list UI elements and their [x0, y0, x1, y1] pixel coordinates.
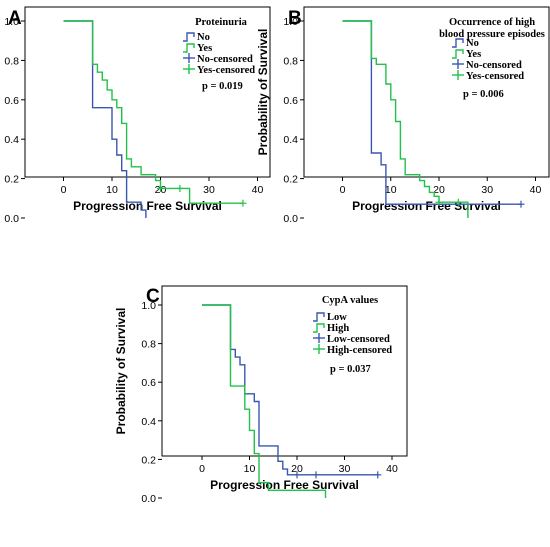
legend-swatch-step: [313, 312, 325, 322]
y-tick-label: 1.0: [283, 16, 298, 28]
y-tick-label: 0.0: [141, 493, 156, 505]
x-tick-label: 30: [203, 184, 215, 196]
p-value: p = 0.006: [463, 89, 504, 100]
legend-title: Occurrence of high: [449, 17, 535, 28]
survival-curve-low: [202, 304, 378, 476]
x-tick-label: 10: [106, 184, 118, 196]
y-tick-label: 0.6: [141, 377, 156, 389]
legend-swatch-step: [452, 38, 464, 48]
panel-b: B 0 10 20 30 40 0.0 0.2 0.4 0.6 0.8 1.0 Progression …: [256, 6, 550, 225]
x-axis-title: Progression Free Survival: [352, 199, 501, 213]
panel-a: A0 10 20 30 400.00.20.40.60.81.0Progression …: [4, 6, 271, 225]
y-axis-title: Probability of Survival: [114, 308, 128, 435]
legend-swatch-step: [183, 32, 195, 42]
legend-label: Yes-censored: [466, 71, 524, 82]
x-axis-title: Progression Free Survival: [210, 478, 359, 492]
x-tick-label: 30: [481, 184, 493, 196]
y-tick-label: 1.0: [141, 300, 156, 312]
y-tick-label: 0.6: [4, 95, 19, 107]
legend-label: No: [197, 32, 210, 43]
x-tick-label: 10: [244, 463, 256, 475]
plot-frame: [24, 6, 271, 178]
x-tick-label: 0: [61, 184, 67, 196]
legend: CypA values LowHighLow-censoredHigh-censo…: [313, 295, 392, 356]
x-axis-title: Progression Free Survival: [73, 199, 222, 213]
x-tick-label: 20: [433, 184, 445, 196]
y-tick-label: 0.8: [141, 339, 156, 351]
legend-title: blood pressure episodes: [439, 29, 545, 40]
y-tick-label: 0.0: [4, 213, 19, 225]
y-tick-label: 1.0: [4, 16, 19, 28]
legend-swatch-step: [452, 49, 464, 59]
y-tick-label: 0.4: [283, 134, 298, 146]
x-tick-label: 40: [530, 184, 542, 196]
panel-letter: A: [8, 8, 22, 29]
legend-label: High-censored: [327, 345, 392, 356]
y-tick-label: 0.8: [283, 55, 298, 67]
p-value: p = 0.037: [330, 364, 371, 375]
x-tick-label: 0: [199, 463, 205, 475]
x-tick-label: 10: [385, 184, 397, 196]
x-tick-label: 0: [340, 184, 346, 196]
legend-label: Yes: [197, 43, 212, 54]
panel-letter: C: [146, 286, 160, 307]
y-tick-label: 0.2: [283, 174, 298, 186]
legend-label: No-censored: [197, 54, 253, 65]
survival-curve-no: [63, 20, 147, 218]
y-tick-label: 0.2: [4, 174, 19, 186]
y-tick-label: 0.0: [283, 213, 298, 225]
legend-label: No: [466, 38, 479, 49]
legend-label: Low-censored: [327, 334, 390, 345]
legend-title: Proteinuria: [195, 17, 247, 28]
legend-title: CypA values: [322, 295, 378, 306]
x-tick-label: 40: [386, 463, 398, 475]
y-axis-title: Probability of Survival: [256, 29, 270, 156]
survival-curve-yes: [63, 20, 243, 204]
x-tick-label: 30: [339, 463, 351, 475]
legend-label: Low: [327, 312, 347, 323]
y-tick-label: 0.4: [4, 134, 19, 146]
p-value: p = 0.019: [202, 81, 243, 92]
y-tick-label: 0.6: [283, 95, 298, 107]
survival-curve-yes: [342, 20, 469, 218]
y-tick-label: 0.8: [4, 55, 19, 67]
legend-label: Yes-censored: [197, 65, 255, 76]
survival-curve-high: [202, 304, 327, 498]
plot-frame: [303, 6, 550, 178]
x-tick-label: 40: [252, 184, 264, 196]
legend-label: Yes: [466, 49, 481, 60]
legend-swatch-step: [313, 323, 325, 333]
plot-frame: [161, 285, 408, 457]
panel-letter: B: [288, 8, 302, 29]
legend-label: High: [327, 323, 349, 334]
legend-label: No-censored: [466, 60, 522, 71]
panel-c: C 0 10 20 30 40 0.0 0.2 0.4 0.6 0.8 1.0 Progression …: [114, 285, 408, 505]
legend-swatch-step: [183, 43, 195, 53]
y-tick-label: 0.4: [141, 416, 156, 428]
y-tick-label: 0.2: [141, 454, 156, 466]
x-tick-label: 20: [291, 463, 303, 475]
